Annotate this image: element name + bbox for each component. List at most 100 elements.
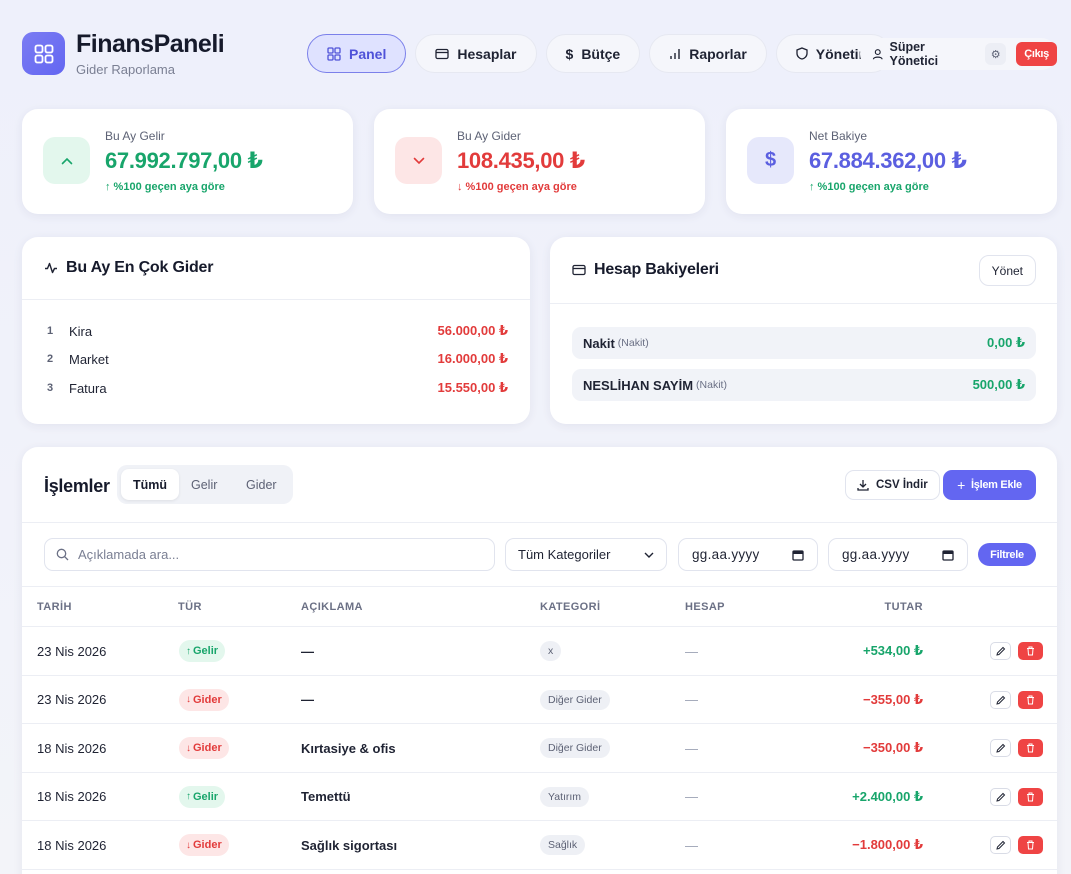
trash-icon (1027, 840, 1034, 850)
type-tabs: Tümü Gelir Gider (117, 465, 293, 504)
stat-card-balance: $ Net Bakiye 67.884.362,00 ₺ ↑ %100 geçe… (726, 109, 1057, 214)
account-name: NESLİHAN SAYİM (583, 377, 694, 393)
row-date: 18 Nis 2026 (37, 740, 107, 756)
stat-value: 67.992.797,00 ₺ (105, 148, 263, 173)
edit-button[interactable] (990, 739, 1011, 757)
account-type: (Nakit) (617, 337, 649, 349)
account-row[interactable]: Nakit (Nakit) 0,00 ₺ (572, 327, 1036, 359)
type-badge: ↓ Gider (179, 834, 229, 856)
nav-hesaplar[interactable]: Hesaplar (415, 34, 537, 73)
top-expenses-title: Bu Ay En Çok Gider (66, 259, 214, 276)
edit-button[interactable] (990, 787, 1011, 806)
trash-icon (1027, 646, 1034, 656)
delete-button[interactable] (1018, 642, 1043, 660)
expense-name: Fatura (69, 380, 107, 396)
gear-icon: ⚙ (990, 48, 1001, 61)
category-select[interactable]: Tüm Kategoriler (505, 538, 667, 571)
user-name: Süper Yönetici (889, 40, 939, 68)
card-title: Hesap Bakiyeleri (572, 261, 719, 279)
stat-label: Net Bakiye (809, 129, 868, 143)
column-header[interactable]: TÜR (178, 601, 202, 613)
card-title: Bu Ay En Çok Gider (44, 259, 213, 277)
column-header[interactable]: KATEGORİ (540, 601, 601, 613)
delete-button[interactable] (1018, 739, 1043, 757)
grid-icon (327, 46, 341, 61)
tab-all[interactable]: Tümü (121, 469, 180, 500)
date-to-value: gg.aa.yyyy (842, 547, 910, 562)
edit-button[interactable] (990, 690, 1011, 709)
trash-icon (1027, 743, 1034, 753)
edit-icon (995, 695, 1005, 705)
plus-icon: + (957, 477, 966, 493)
download-icon (857, 480, 869, 491)
row-category-cell: Sağlık (540, 821, 586, 869)
date-from-value: gg.aa.yyyy (692, 547, 760, 562)
nav-panel[interactable]: Panel (307, 34, 407, 73)
credit-card-icon (572, 264, 586, 276)
table-row[interactable]: 23 Nis 2026 ↓ Gider — Diğer Gider — −355,00 ₺ (22, 676, 1057, 724)
edit-button[interactable] (990, 642, 1011, 660)
type-label: Gider (193, 839, 222, 851)
category-badge: x (540, 641, 562, 661)
stat-change: ↑ %100 geçen aya göre (809, 181, 929, 193)
list-item: 1 Kira 56.000,00 ₺ (47, 321, 508, 341)
column-header[interactable]: TARİH (37, 601, 72, 613)
table-row[interactable]: 18 Nis 2026 ↓ Gider Sağlık sigortası Sağlık —… (22, 821, 1057, 870)
type-badge: ↓ Gider (179, 688, 229, 711)
row-type-cell: ↑ Gelir (179, 773, 226, 821)
nav-yonetim-label: Yönetim (815, 45, 872, 62)
expense-amount: 56.000,00 ₺ (437, 323, 509, 338)
list-item: 2 Market 16.000,00 ₺ (47, 349, 508, 369)
filter-button[interactable]: Filtrele (978, 543, 1036, 566)
user-menu[interactable]: Süper Yönetici ⚙ Çıkış (860, 38, 1057, 70)
tab-expense[interactable]: Gider (246, 477, 277, 492)
transactions-title: İşlemler (44, 476, 110, 496)
add-transaction-button[interactable]: + İşlem Ekle (943, 470, 1036, 500)
date-to-input[interactable]: gg.aa.yyyy (828, 538, 968, 571)
stat-card-income: Bu Ay Gelir 67.992.797,00 ₺ ↑ %100 geçen… (22, 109, 353, 214)
tab-income[interactable]: Gelir (191, 477, 218, 492)
csv-download-button[interactable]: CSV İndir (845, 470, 940, 500)
column-header[interactable]: HESAP (685, 601, 725, 613)
nav-raporlar[interactable]: Raporlar (649, 34, 767, 73)
search-input[interactable] (78, 547, 478, 562)
filter-bar: Tüm Kategoriler gg.aa.yyyy gg.aa.yyyy Fi… (22, 522, 1057, 587)
delete-button[interactable] (1018, 836, 1043, 854)
edit-button[interactable] (990, 836, 1011, 854)
table-row[interactable]: 18 Nis 2026 ↑ Gelir Temettü Yatırım — +2.400,0… (22, 773, 1057, 821)
settings-button[interactable]: ⚙ (985, 43, 1007, 65)
column-header[interactable]: AÇIKLAMA (301, 601, 363, 613)
top-expenses-card: Bu Ay En Çok Gider 1 Kira 56.000,00 ₺ 2 … (22, 237, 530, 424)
type-badge: ↑ Gelir (179, 640, 226, 662)
table-row[interactable]: 23 Nis 2026 ↑ Gelir — x — +534,00 ₺ (22, 627, 1057, 676)
chevron-down-icon (395, 137, 442, 184)
category-badge: Yatırım (540, 786, 590, 807)
arrow-up-icon: ↑ (186, 645, 191, 657)
column-header[interactable]: TUTAR (884, 601, 923, 613)
row-type-cell: ↑ Gelir (179, 627, 226, 675)
delete-button[interactable] (1018, 787, 1043, 806)
delete-button[interactable] (1018, 690, 1043, 709)
row-amount: −355,00 ₺ (862, 691, 923, 707)
brand-logo[interactable] (22, 32, 65, 75)
row-account: — (685, 643, 698, 659)
manage-button[interactable]: Yönet (978, 255, 1036, 286)
type-label: Gelir (193, 645, 219, 657)
row-amount: −1.800,00 ₺ (852, 837, 923, 852)
row-date: 18 Nis 2026 (37, 837, 107, 853)
expense-amount: 15.550,00 ₺ (437, 380, 509, 395)
nav-butce[interactable]: $ Bütçe (545, 34, 641, 73)
account-row[interactable]: NESLİHAN SAYİM (Nakit) 500,00 ₺ (572, 369, 1036, 401)
logout-button[interactable]: Çıkış (1016, 42, 1057, 66)
stat-value: 108.435,00 ₺ (457, 148, 585, 173)
row-amount: +2.400,00 ₺ (852, 788, 923, 804)
search-box[interactable] (44, 538, 495, 571)
shield-icon (796, 47, 808, 60)
bar-chart-icon (670, 48, 680, 59)
table-row[interactable]: 18 Nis 2026 ↓ Gider Kırtasiye & ofis Diğer G… (22, 724, 1057, 773)
edit-icon (995, 792, 1005, 802)
row-account: — (685, 740, 698, 756)
row-amount: +534,00 ₺ (862, 643, 923, 658)
date-from-input[interactable]: gg.aa.yyyy (678, 538, 818, 571)
card-header: Bu Ay En Çok Gider (22, 237, 530, 300)
